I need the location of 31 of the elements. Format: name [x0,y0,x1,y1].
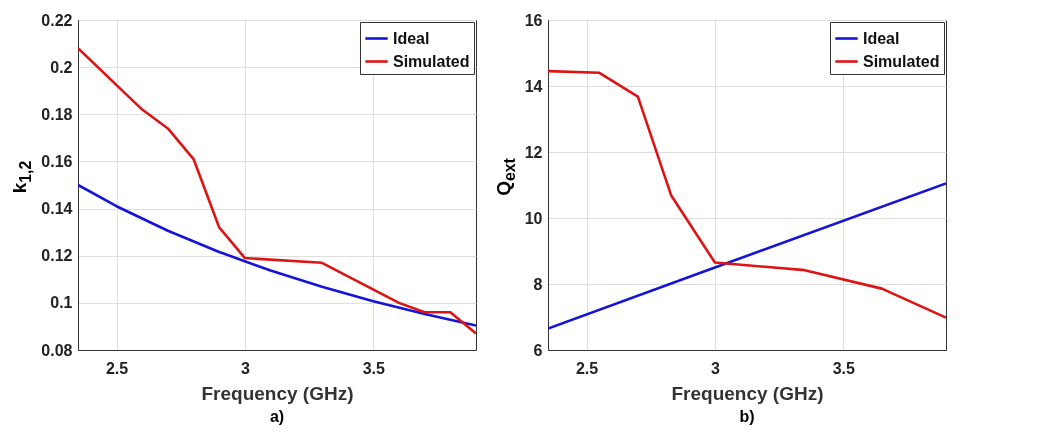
y-tick-label: 12 [524,143,543,161]
legend-label: Ideal [863,29,900,47]
x-tick-label: 3.5 [832,359,856,377]
y-tick-label: 0.16 [41,152,73,170]
y-tick-label: 0.08 [41,341,73,359]
x-tick-label: 3 [710,359,720,377]
y-tick-label: 0.18 [41,105,73,123]
text: b) [739,408,755,425]
x-tick-label: 3 [240,359,250,377]
legend-label: Simulated [393,52,470,70]
y-tick-label: 10 [524,209,543,227]
x-tick-label: 2.5 [105,359,129,377]
y-tick-label: 0.2 [50,58,73,76]
y-tick-label: 0.14 [41,200,73,218]
line-series [78,46,476,335]
x-tick-label: 3.5 [362,359,386,377]
x-axis-title: Frequency (GHz) [671,382,824,404]
text: a) [269,408,285,425]
line-series [548,69,946,319]
legend-label: Simulated [863,52,940,70]
x-axis-title: Frequency (GHz) [201,382,354,404]
y-tick-label: 0.1 [50,294,73,312]
line-series [78,183,476,327]
y-tick-label: 6 [533,341,543,359]
y-tick-label: 16 [524,11,543,29]
y-tick-label: 14 [524,77,543,95]
x-tick-label: 2.5 [575,359,599,377]
y-tick-label: 8 [533,275,543,293]
y-tick-label: 0.22 [41,11,73,29]
y-tick-label: 0.12 [41,247,73,265]
legend-label: Ideal [393,29,430,47]
